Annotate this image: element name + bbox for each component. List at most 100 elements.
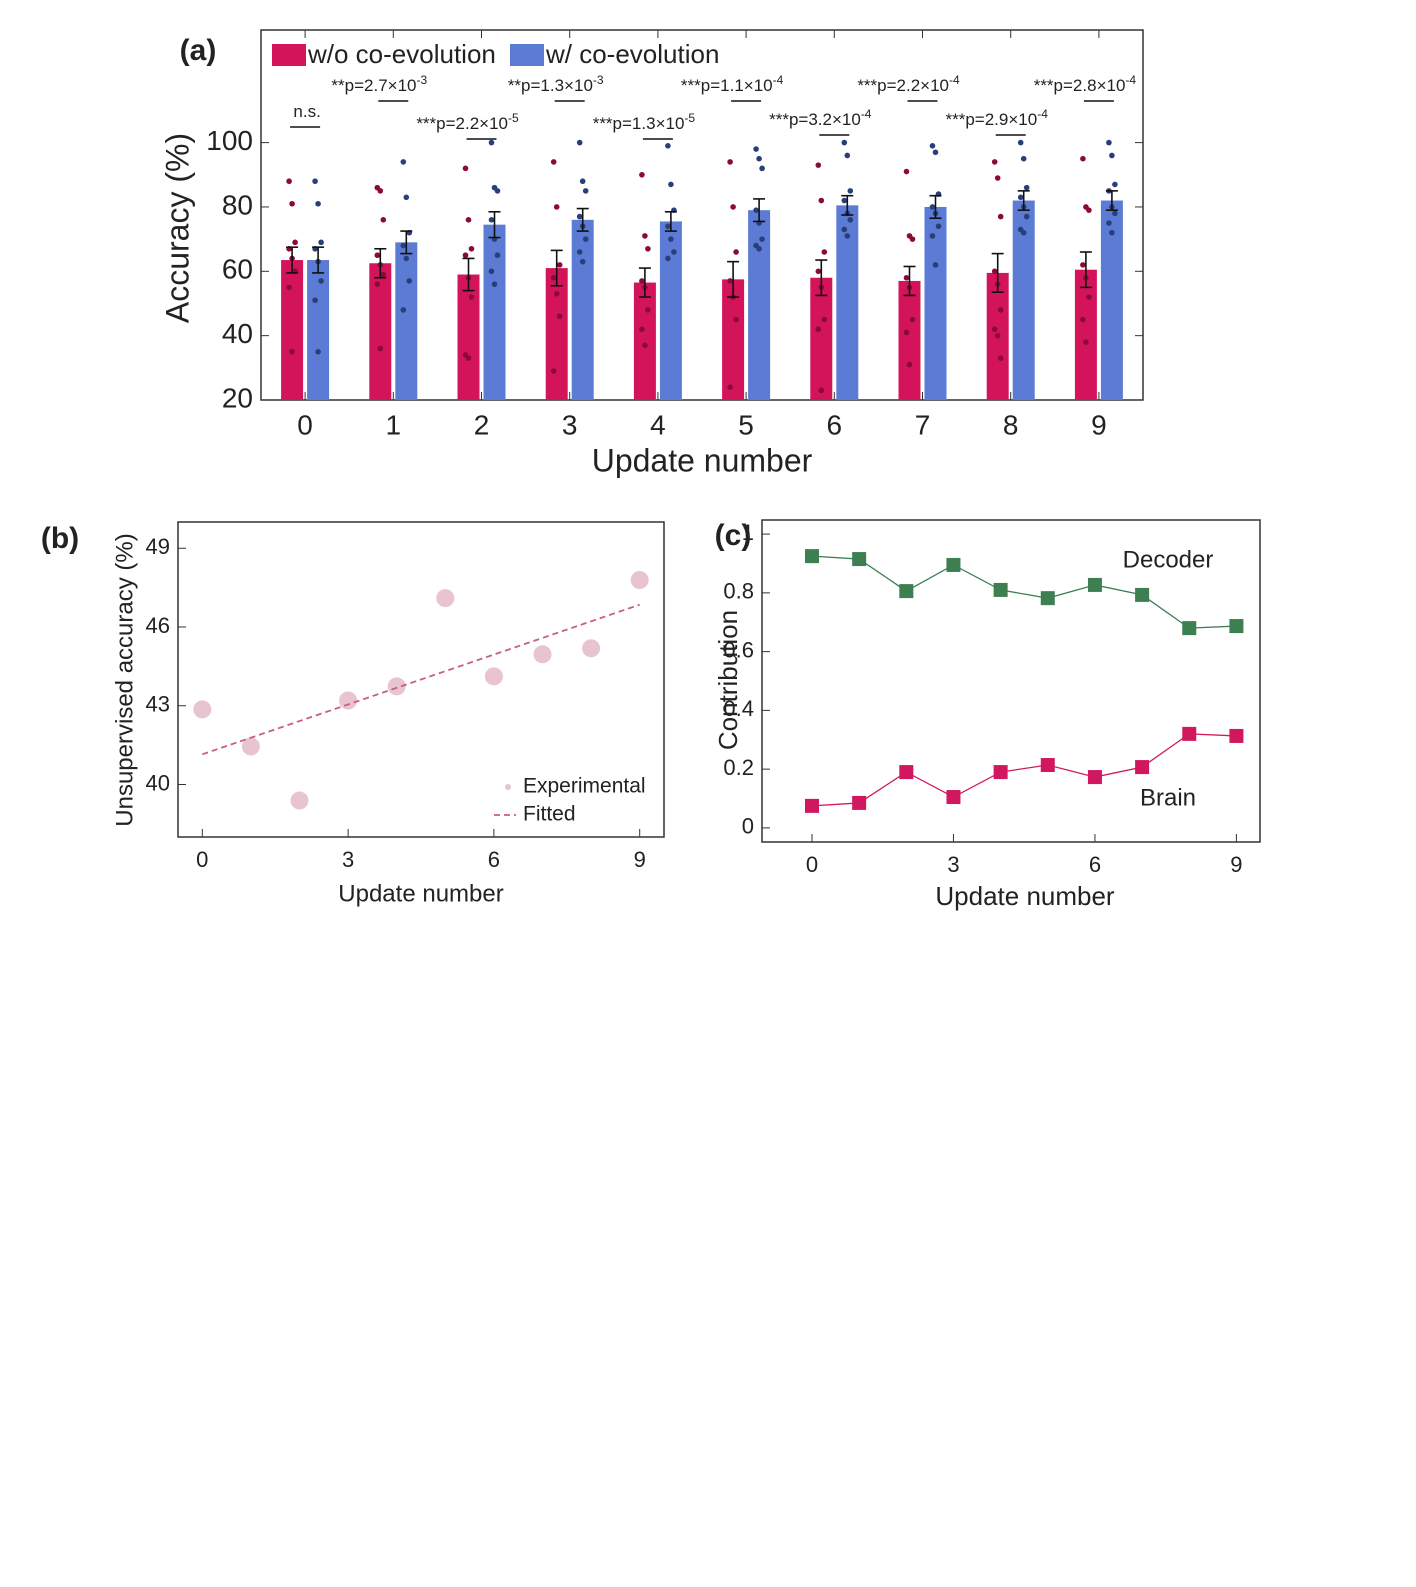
bar (722, 279, 745, 400)
error-bar (991, 252, 1004, 294)
p-value-text: ***p=2.2×10 (416, 114, 508, 133)
data-dot (1023, 184, 1030, 191)
data-dot (491, 281, 498, 287)
data-dot (377, 188, 384, 194)
data-dot (318, 239, 324, 246)
data-dot (821, 316, 828, 323)
data-marker (1182, 726, 1197, 741)
data-dot (1112, 210, 1118, 217)
x-tick-label: 7 (915, 409, 931, 440)
error-bar (312, 246, 325, 274)
x-axis-label: Update number (935, 881, 1115, 911)
data-dot (818, 197, 825, 204)
data-point (436, 589, 455, 608)
data-point (339, 691, 358, 710)
error-bar (664, 210, 677, 232)
data-dot (665, 223, 671, 230)
data-dot (553, 204, 560, 210)
x-tick-label: 3 (947, 852, 959, 877)
data-dot (556, 313, 563, 320)
y-axis-label: Unsupervised accuracy (%) (111, 533, 138, 826)
data-dot (753, 207, 759, 213)
data-dot (465, 355, 472, 361)
p-value: ***p=3.2×10-4 (769, 107, 872, 129)
data-dot (553, 291, 560, 297)
data-dot (494, 252, 501, 259)
bar (898, 280, 921, 400)
series-label: Brain (1140, 784, 1196, 811)
data-dot (929, 204, 936, 210)
data-dot (994, 175, 1001, 181)
data-dot (991, 268, 998, 275)
data-dot (665, 255, 671, 262)
data-dot (556, 262, 563, 268)
data-dot (639, 278, 645, 284)
p-value: ***p=1.3×10-5 (593, 111, 696, 133)
data-marker (899, 584, 914, 599)
data-point (484, 667, 503, 686)
data-dot (403, 194, 410, 201)
bar (1100, 200, 1123, 400)
x-axis-label: Update number (338, 880, 503, 907)
x-tick-label: 0 (196, 847, 208, 872)
data-dot (377, 345, 384, 352)
data-point (241, 737, 260, 756)
x-tick-label: 1 (386, 409, 402, 440)
p-value-exponent: -3 (417, 73, 428, 87)
data-dot (494, 188, 501, 194)
data-marker (1135, 760, 1150, 775)
legend-label: Fitted (523, 803, 576, 826)
data-dot (1109, 152, 1115, 159)
data-dot (286, 178, 292, 185)
data-dot (1023, 213, 1030, 220)
p-value: ***p=2.8×10-4 (1034, 73, 1137, 95)
data-dot (847, 188, 854, 194)
y-tick-label: 1 (742, 520, 754, 545)
x-tick-label: 9 (634, 847, 646, 872)
y-tick-label: 0.6 (723, 637, 754, 662)
data-dot (488, 139, 495, 146)
data-dot (1080, 155, 1086, 162)
data-dot (312, 297, 318, 304)
data-dot (400, 242, 407, 249)
x-tick-label: 0 (806, 852, 818, 877)
data-dot (929, 143, 936, 149)
data-dot (1020, 229, 1027, 236)
plot-frame (177, 521, 665, 838)
data-dot (582, 236, 589, 242)
p-value: ***p=1.1×10-4 (681, 73, 784, 95)
legend-marker (505, 784, 511, 790)
data-dot (1086, 207, 1092, 213)
y-tick-label: 0.2 (723, 755, 754, 780)
p-value-exponent: -5 (684, 111, 695, 125)
data-marker (1040, 758, 1055, 773)
error-bar (374, 247, 387, 279)
data-dot (671, 249, 677, 255)
data-dot (1106, 220, 1112, 226)
data-dot (1017, 194, 1024, 201)
data-dot (733, 249, 739, 255)
data-dot (841, 197, 848, 204)
data-dot (841, 139, 848, 146)
data-dot (462, 165, 469, 172)
data-dot (759, 236, 765, 242)
y-tick-label: 20 (222, 382, 253, 413)
data-point (582, 639, 601, 658)
data-dot (286, 284, 292, 291)
data-marker (1229, 619, 1244, 634)
data-dot (929, 233, 936, 239)
p-value-text: ***p=2.2×10 (857, 76, 949, 95)
data-marker (946, 790, 961, 805)
bar (748, 210, 771, 400)
data-marker (993, 765, 1008, 780)
error-bar (638, 267, 651, 298)
data-marker (852, 552, 867, 567)
error-bar (1079, 251, 1092, 289)
x-tick-label: 9 (1230, 852, 1242, 877)
y-tick-label: 100 (206, 125, 253, 156)
data-dot (576, 213, 583, 220)
data-dot (576, 249, 583, 255)
data-dot (844, 152, 851, 159)
data-marker (852, 795, 867, 810)
